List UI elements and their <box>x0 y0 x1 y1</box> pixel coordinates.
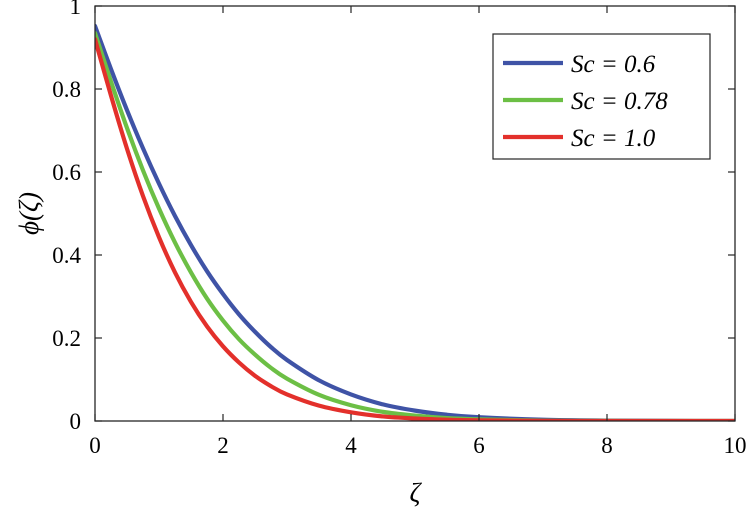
y-tick-label: 1 <box>70 0 82 19</box>
tick-labels: 0 2 4 6 8 10 0 0.2 0.4 0.6 0.8 1 <box>52 0 746 458</box>
plot-frame <box>94 5 736 422</box>
ticks <box>94 5 736 422</box>
y-axis-label: ϕ(ζ) <box>14 192 44 235</box>
legend: Sc = 0.6 Sc = 0.78 Sc = 1.0 <box>492 33 711 160</box>
legend-label-2: Sc = 0.78 <box>571 88 668 115</box>
y-tick-label: 0 <box>70 409 82 434</box>
x-tick-label: 4 <box>345 433 357 458</box>
x-tick-label: 6 <box>473 433 485 458</box>
legend-label-3: Sc = 1.0 <box>571 125 656 152</box>
y-tick-label: 0.8 <box>52 77 81 102</box>
legend-label-1: Sc = 0.6 <box>571 51 656 78</box>
x-tick-label: 2 <box>217 433 229 458</box>
x-axis-label: ζ <box>410 478 423 508</box>
y-tick-label: 0.2 <box>52 326 81 351</box>
x-tick-label: 10 <box>724 433 747 458</box>
x-tick-label: 8 <box>601 433 613 458</box>
y-tick-label: 0.4 <box>52 243 81 268</box>
x-tick-label: 0 <box>89 433 101 458</box>
y-tick-label: 0.6 <box>52 160 81 185</box>
